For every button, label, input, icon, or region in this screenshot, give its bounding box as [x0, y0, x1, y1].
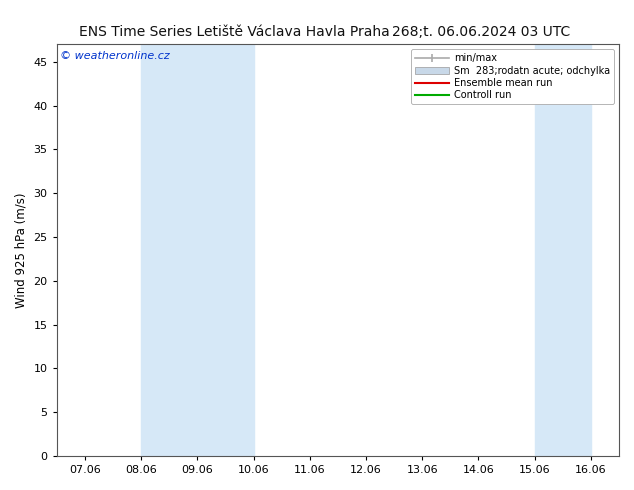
Text: 268;t. 06.06.2024 03 UTC: 268;t. 06.06.2024 03 UTC — [392, 25, 571, 39]
Legend: min/max, Sm  283;rodatn acute; odchylka, Ensemble mean run, Controll run: min/max, Sm 283;rodatn acute; odchylka, … — [411, 49, 614, 104]
Text: ENS Time Series Letiště Václava Havla Praha: ENS Time Series Letiště Václava Havla Pr… — [79, 25, 390, 39]
Text: © weatheronline.cz: © weatheronline.cz — [60, 50, 169, 61]
Bar — [534, 45, 591, 456]
Y-axis label: Wind 925 hPa (m/s): Wind 925 hPa (m/s) — [15, 193, 28, 308]
Bar — [141, 45, 254, 456]
